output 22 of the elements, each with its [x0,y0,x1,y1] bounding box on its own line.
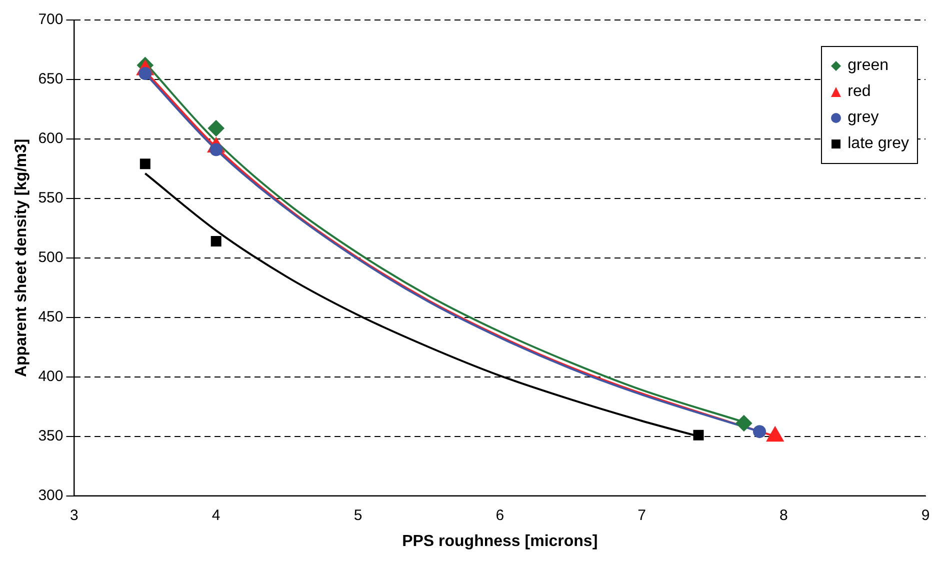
legend-label: red [848,82,871,102]
y-tick-label: 500 [38,249,64,266]
y-tick-label: 650 [38,70,64,88]
y-tick-label: 300 [38,486,64,504]
y-tick-label: 400 [38,368,64,385]
y-tick-label: 550 [38,190,64,207]
legend-label: grey [848,108,879,128]
y-tick-label: 450 [38,308,64,326]
y-axis-title: Apparent sheet density [kg/m3] [13,138,30,378]
x-tick-label: 5 [354,506,362,524]
legend-label: green [848,56,889,76]
x-tick-label: 3 [70,506,78,524]
x-tick-label: 4 [212,506,220,524]
y-tick-label: 600 [38,130,64,148]
x-tick-label: 9 [921,506,930,524]
legend-label: late grey [848,134,909,154]
x-tick-label: 6 [496,506,504,524]
y-tick-label: 700 [38,11,64,28]
x-axis-title: PPS roughness [microns] [402,532,598,550]
x-tick-label: 8 [779,506,788,524]
y-tick-label: 350 [38,427,64,444]
x-tick-label: 7 [638,506,646,524]
